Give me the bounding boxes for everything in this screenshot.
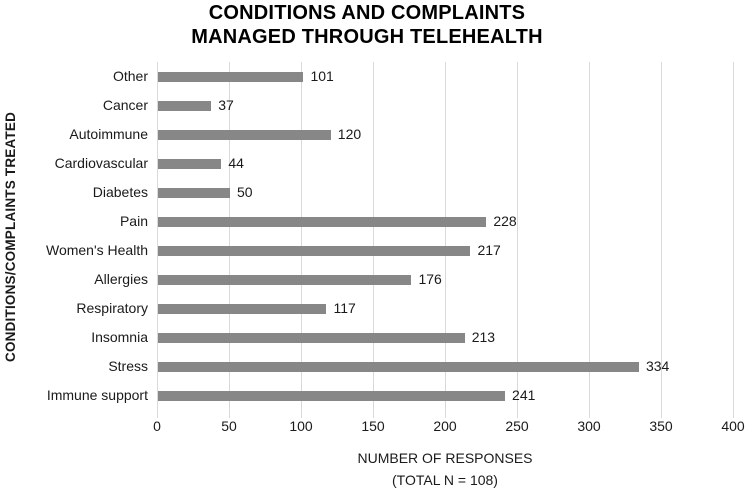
- value-label: 217: [477, 242, 501, 259]
- x-tick-label: 50: [221, 418, 237, 434]
- category-label: Immune support: [46, 387, 148, 404]
- x-tick-label: 250: [505, 418, 529, 434]
- bar: [158, 216, 487, 227]
- category-label: Diabetes: [92, 183, 148, 200]
- gridline: [732, 62, 734, 418]
- value-label: 334: [645, 358, 670, 375]
- chart-title-line1: CONDITIONS AND COMPLAINTS: [208, 2, 526, 24]
- bar: [158, 362, 639, 373]
- value-label: 120: [337, 125, 362, 142]
- category-label: Other: [112, 67, 148, 84]
- gridline: [588, 62, 590, 418]
- value-label: 37: [218, 96, 234, 113]
- category-label: Pain: [119, 212, 148, 229]
- x-tick-label: 200: [433, 418, 457, 434]
- value-label: 117: [333, 300, 356, 317]
- bar: [158, 129, 331, 140]
- category-label: Cancer: [102, 96, 148, 113]
- x-axis-title-line2: (TOTAL N = 108): [392, 472, 498, 488]
- value-label: 228: [493, 212, 517, 229]
- bar: [158, 187, 230, 198]
- value-label: 241: [512, 387, 536, 404]
- category-label: Autoimmune: [69, 125, 148, 142]
- gridline: [372, 62, 374, 418]
- bar: [158, 304, 327, 315]
- x-tick-label: 400: [721, 418, 745, 434]
- value-label: 101: [310, 67, 334, 84]
- bar: [158, 333, 465, 344]
- chart-title-line2: MANAGED THROUGH TELEHEALTH: [191, 26, 543, 48]
- gridline: [300, 62, 302, 418]
- x-tick-label: 150: [361, 418, 385, 434]
- bar: [158, 100, 212, 111]
- x-axis-title: NUMBER OF RESPONSES (TOTAL N = 108): [157, 447, 733, 491]
- category-label: Stress: [108, 358, 148, 375]
- value-label: 176: [418, 271, 442, 288]
- value-label: 213: [471, 329, 496, 346]
- bar: [158, 158, 222, 169]
- bar: [158, 71, 304, 82]
- chart-title: CONDITIONS AND COMPLAINTS MANAGED THROUG…: [0, 1, 734, 49]
- bar: [158, 246, 471, 257]
- category-label: Allergies: [94, 271, 148, 288]
- gridline: [516, 62, 518, 418]
- value-label: 50: [237, 183, 253, 200]
- x-tick-label: 300: [577, 418, 601, 434]
- category-label: Cardiovascular: [54, 154, 148, 171]
- x-tick-label: 0: [153, 418, 161, 434]
- category-label: Respiratory: [76, 300, 148, 317]
- category-label: Insomnia: [91, 329, 148, 346]
- x-tick-label: 100: [289, 418, 313, 434]
- x-tick-label: 350: [649, 418, 673, 434]
- category-label: Women's Health: [45, 242, 148, 259]
- gridline: [156, 62, 158, 418]
- bar: [158, 275, 412, 286]
- gridline: [444, 62, 446, 418]
- gridline: [660, 62, 662, 418]
- gridline: [228, 62, 230, 418]
- value-label: 44: [228, 154, 244, 171]
- bar: [158, 391, 506, 402]
- x-axis-title-line1: NUMBER OF RESPONSES: [357, 450, 533, 466]
